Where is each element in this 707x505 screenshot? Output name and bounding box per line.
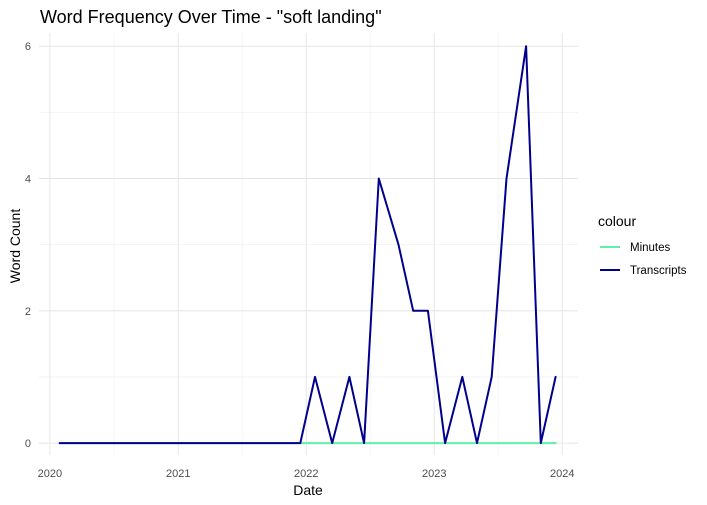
y-tick-label: 4 <box>25 174 31 186</box>
series-line-transcripts <box>58 45 557 445</box>
legend-label-transcripts: Transcripts <box>630 265 687 277</box>
x-tick-label: 2021 <box>166 468 190 480</box>
y-tick-label: 6 <box>25 41 31 53</box>
x-axis-title: Date <box>293 482 323 498</box>
x-tick-label: 2023 <box>422 468 446 480</box>
series-lines <box>58 45 557 445</box>
y-tick-label: 0 <box>25 438 31 450</box>
y-axis-title: Word Count <box>7 209 23 284</box>
y-axis: 0 2 4 6 <box>25 41 31 450</box>
legend-items: Minutes Transcripts <box>600 242 687 277</box>
x-tick-label: 2024 <box>550 468 574 480</box>
x-axis: 2020 2021 2022 2023 2024 <box>38 468 575 480</box>
y-tick-label: 2 <box>25 306 31 318</box>
chart-title: Word Frequency Over Time - "soft landing… <box>40 7 382 27</box>
plot-area <box>39 33 578 455</box>
legend-title: colour <box>598 213 636 229</box>
x-tick-label: 2020 <box>38 468 62 480</box>
legend: colour Minutes Transcripts <box>598 213 687 277</box>
grid-lines <box>39 33 578 455</box>
legend-label-minutes: Minutes <box>630 242 671 254</box>
x-tick-label: 2022 <box>294 468 318 480</box>
